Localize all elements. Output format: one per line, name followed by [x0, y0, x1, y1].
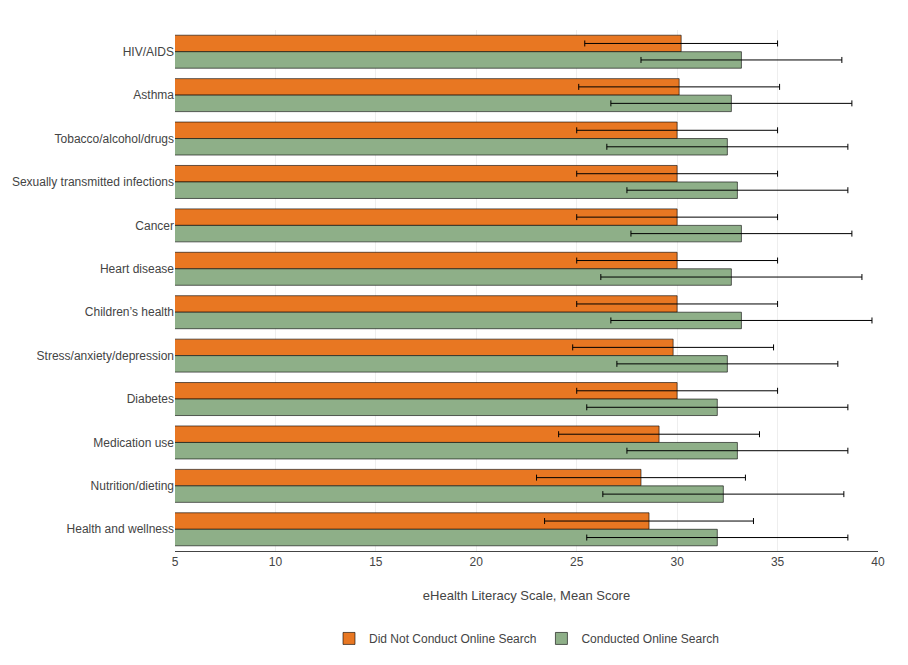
svg-text:35: 35: [771, 555, 785, 569]
svg-text:Stress/anxiety/depression: Stress/anxiety/depression: [37, 349, 174, 363]
svg-text:10: 10: [269, 555, 283, 569]
svg-text:15: 15: [369, 555, 383, 569]
svg-text:Diabetes: Diabetes: [127, 392, 174, 406]
svg-text:25: 25: [570, 555, 584, 569]
svg-text:Medication use: Medication use: [93, 436, 174, 450]
svg-text:20: 20: [470, 555, 484, 569]
svg-text:Heart disease: Heart disease: [100, 262, 174, 276]
svg-text:Health and wellness: Health and wellness: [67, 522, 174, 536]
svg-text:eHealth Literacy Scale, Mean S: eHealth Literacy Scale, Mean Score: [423, 588, 630, 603]
svg-text:Cancer: Cancer: [135, 219, 174, 233]
svg-text:Conducted Online Search: Conducted Online Search: [581, 632, 718, 646]
svg-text:30: 30: [670, 555, 684, 569]
svg-text:5: 5: [172, 555, 179, 569]
svg-text:Sexually transmitted infection: Sexually transmitted infections: [12, 175, 174, 189]
svg-text:Nutrition/dieting: Nutrition/dieting: [91, 479, 174, 493]
svg-text:Tobacco/alcohol/drugs: Tobacco/alcohol/drugs: [55, 132, 174, 146]
svg-text:Did Not Conduct Online Search: Did Not Conduct Online Search: [369, 632, 536, 646]
svg-text:Children’s health: Children’s health: [85, 305, 174, 319]
svg-text:Asthma: Asthma: [133, 88, 174, 102]
svg-text:HIV/AIDS: HIV/AIDS: [123, 45, 174, 59]
svg-text:40: 40: [871, 555, 885, 569]
